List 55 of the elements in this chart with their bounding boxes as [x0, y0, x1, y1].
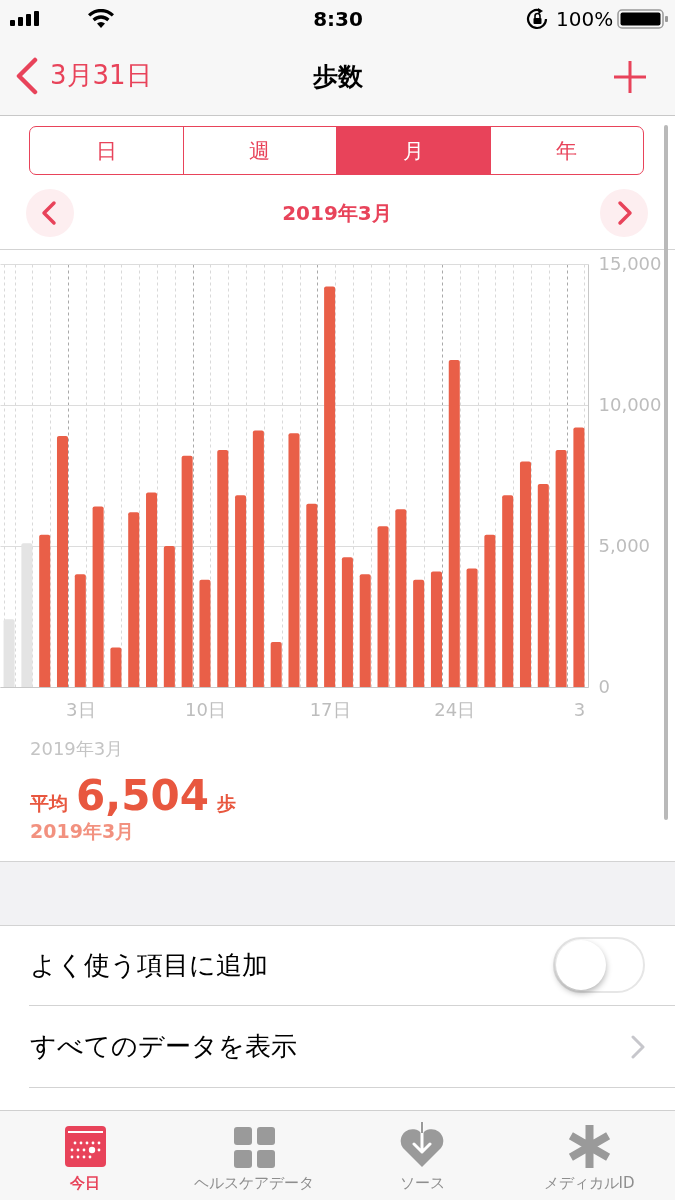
bar [181, 455, 193, 687]
bar [235, 495, 247, 687]
bar [217, 450, 229, 687]
bar [555, 450, 567, 687]
bar [306, 503, 318, 687]
bar [519, 461, 532, 687]
bar [324, 286, 336, 687]
bar [359, 574, 371, 687]
text: 今日 [70, 1174, 100, 1193]
chart-subtitle: 2019年3月 [282, 200, 392, 225]
bar [110, 647, 122, 687]
bar [163, 546, 175, 687]
bar [537, 483, 549, 687]
text: 100% [556, 6, 614, 31]
text: ソース [399, 1174, 445, 1193]
text: よく使う項目に追加 [30, 950, 268, 981]
bar [395, 509, 407, 687]
y-tick-label: 15,000 [598, 252, 662, 274]
bar [502, 495, 514, 687]
text: 3月31日 [50, 60, 152, 91]
bar [466, 568, 478, 687]
bar [484, 534, 496, 687]
bar [92, 506, 104, 687]
bar [252, 430, 264, 687]
text: 平均 6,504 歩 [30, 771, 236, 821]
bar [39, 534, 51, 687]
y-tick-label: 0 [598, 675, 610, 697]
x-tick-label: 3 [573, 698, 586, 720]
chart-title: 歩数 [313, 61, 363, 92]
text: メディカルID [543, 1174, 635, 1193]
x-tick-label: 10日 [185, 698, 226, 720]
bar [573, 427, 585, 687]
text: 8:30 [313, 6, 363, 31]
bar [199, 579, 211, 687]
y-tick-label: 5,000 [598, 534, 651, 556]
x-tick-label: 17日 [309, 698, 351, 720]
bar [413, 579, 425, 687]
bar [448, 359, 460, 687]
text: 2019年3月 [30, 820, 135, 843]
bar [74, 574, 86, 687]
bar [430, 571, 442, 687]
bar [146, 492, 158, 687]
y-tick-label: 10,000 [598, 393, 662, 415]
bar [270, 641, 282, 687]
bar [128, 512, 140, 687]
text: 2019年3月 [30, 737, 124, 760]
text: すべてのデータを表示 [30, 1031, 297, 1062]
bar [341, 557, 353, 687]
x-tick-label: 24日 [434, 698, 476, 720]
segmented-control: 日 週 月 年 [29, 126, 644, 175]
bar [288, 433, 300, 687]
bar [56, 436, 69, 687]
text: ヘルスケアデータ [194, 1174, 314, 1193]
x-tick-label: 3日 [66, 698, 96, 720]
bar [377, 526, 389, 687]
